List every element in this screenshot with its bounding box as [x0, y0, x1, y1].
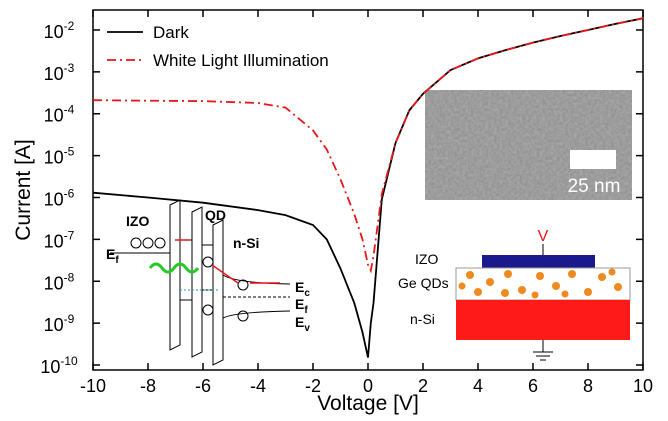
y-tick-label: 10-7: [44, 228, 75, 251]
x-tick-label: 8: [583, 376, 593, 396]
y-tick-label: 10-6: [44, 186, 75, 209]
y-tick-label: 10-8: [44, 270, 75, 293]
y-tick-label: 10-2: [44, 19, 75, 42]
x-tick-label: -6: [195, 376, 211, 396]
band-level-label: Ev: [295, 314, 310, 334]
band-region-label: QD: [205, 207, 226, 223]
layer-label: n-Si: [410, 311, 435, 327]
y-tick-label: 10-10: [40, 354, 78, 377]
bias-label: V: [538, 228, 549, 245]
x-tick-label: -2: [305, 376, 321, 396]
y-axis-title: Current [A]: [12, 139, 35, 241]
y-tick-label: 10-5: [44, 145, 75, 168]
scale-label: 25 nm: [568, 176, 621, 197]
band-region-label: n-Si: [233, 235, 259, 251]
y-tick-label: 10-3: [44, 61, 75, 84]
legend-label: Dark: [153, 23, 189, 42]
x-tick-label: -4: [250, 376, 266, 396]
y-tick-label: 10-4: [44, 103, 75, 126]
tem-inset: 25 nm: [425, 90, 632, 200]
band-level-label: Ef: [106, 246, 119, 266]
device-inset: V IZO Ge QDs n-Si: [398, 228, 630, 360]
x-tick-label: -10: [80, 376, 106, 396]
x-tick-label: 6: [528, 376, 538, 396]
layer-label: Ge QDs: [398, 275, 449, 291]
x-tick-label: 2: [418, 376, 428, 396]
chart: Voltage [V] Current [A] 25 nm V IZO Ge Q…: [0, 0, 668, 421]
x-tick-label: 4: [473, 376, 483, 396]
x-tick-label: -8: [140, 376, 156, 396]
x-tick-label: 0: [363, 376, 373, 396]
legend-label: White Light Illumination: [153, 51, 329, 70]
x-tick-label: 10: [633, 376, 653, 396]
band-region-label: IZO: [126, 213, 149, 229]
band-level-label: Ef: [295, 296, 308, 316]
layer-label: IZO: [415, 251, 438, 267]
y-tick-label: 10-9: [44, 312, 75, 335]
